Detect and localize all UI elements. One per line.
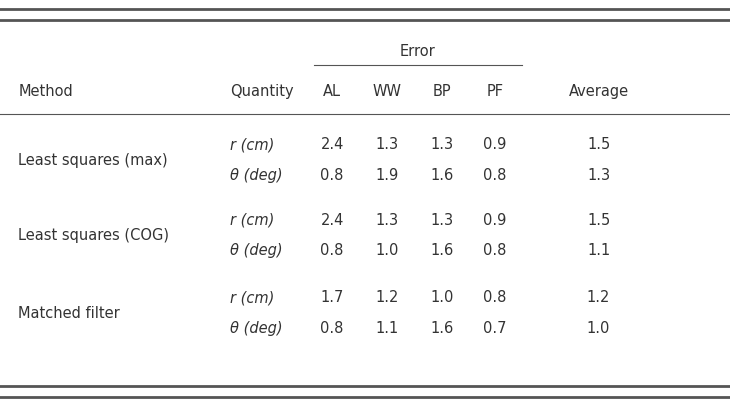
Text: r (cm): r (cm): [230, 213, 274, 228]
Text: 0.7: 0.7: [483, 321, 507, 336]
Text: WW: WW: [372, 84, 402, 99]
Text: Least squares (max): Least squares (max): [18, 153, 168, 168]
Text: 1.9: 1.9: [375, 168, 399, 183]
Text: 0.8: 0.8: [320, 168, 344, 183]
Text: Method: Method: [18, 84, 73, 99]
Text: r (cm): r (cm): [230, 137, 274, 152]
Text: θ (deg): θ (deg): [230, 321, 283, 336]
Text: θ (deg): θ (deg): [230, 168, 283, 183]
Text: 2.4: 2.4: [320, 213, 344, 228]
Text: Least squares (COG): Least squares (COG): [18, 228, 169, 243]
Text: 1.0: 1.0: [587, 321, 610, 336]
Text: 0.8: 0.8: [483, 244, 507, 258]
Text: 2.4: 2.4: [320, 137, 344, 152]
Text: 1.6: 1.6: [430, 244, 453, 258]
Text: 0.9: 0.9: [483, 137, 507, 152]
Text: 0.8: 0.8: [483, 168, 507, 183]
Text: 1.2: 1.2: [375, 290, 399, 305]
Text: 0.9: 0.9: [483, 213, 507, 228]
Text: 1.3: 1.3: [587, 168, 610, 183]
Text: 1.6: 1.6: [430, 321, 453, 336]
Text: 1.5: 1.5: [587, 137, 610, 152]
Text: 1.2: 1.2: [587, 290, 610, 305]
Text: 1.3: 1.3: [375, 213, 399, 228]
Text: 1.3: 1.3: [430, 213, 453, 228]
Text: 0.8: 0.8: [483, 290, 507, 305]
Text: 0.8: 0.8: [320, 321, 344, 336]
Text: 1.0: 1.0: [430, 290, 453, 305]
Text: Average: Average: [569, 84, 629, 99]
Text: Error: Error: [400, 44, 436, 58]
Text: 1.3: 1.3: [375, 137, 399, 152]
Text: 0.8: 0.8: [320, 244, 344, 258]
Text: 1.5: 1.5: [587, 213, 610, 228]
Text: Quantity: Quantity: [230, 84, 293, 99]
Text: r (cm): r (cm): [230, 290, 274, 305]
Text: 1.1: 1.1: [375, 321, 399, 336]
Text: PF: PF: [486, 84, 504, 99]
Text: 1.6: 1.6: [430, 168, 453, 183]
Text: θ (deg): θ (deg): [230, 244, 283, 258]
Text: 1.3: 1.3: [430, 137, 453, 152]
Text: 1.7: 1.7: [320, 290, 344, 305]
Text: BP: BP: [432, 84, 451, 99]
Text: 1.1: 1.1: [587, 244, 610, 258]
Text: AL: AL: [323, 84, 341, 99]
Text: Matched filter: Matched filter: [18, 306, 120, 321]
Text: 1.0: 1.0: [375, 244, 399, 258]
